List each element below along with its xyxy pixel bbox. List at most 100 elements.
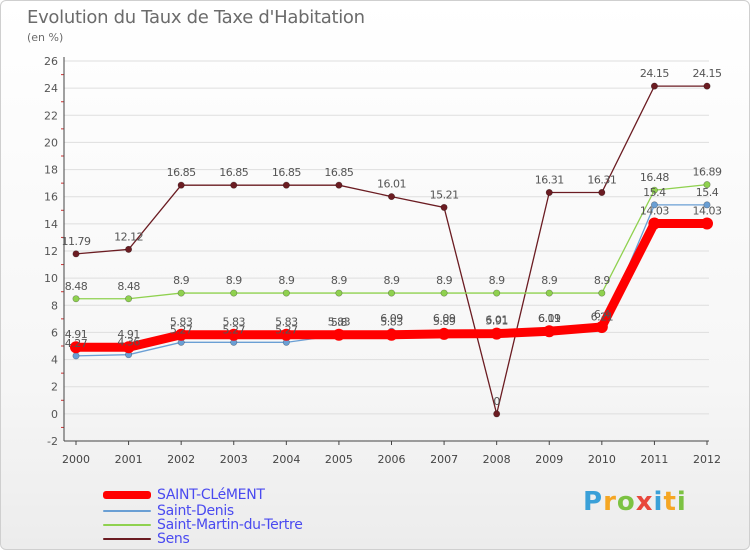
legend-swatch [103,491,151,499]
series-line [75,85,707,415]
data-point [282,289,290,297]
legend-item-saint-denis: Saint-Denis [103,503,234,519]
data-label: 8.9 [436,274,452,287]
legend-item-sens: Sens [103,531,190,547]
data-point [650,201,658,209]
data-point [282,181,290,189]
data-label: 8.9 [594,274,610,287]
data-label: 4.36 [117,336,140,349]
data-label: 12.12 [114,230,143,243]
data-label: 8.9 [384,274,400,287]
chart-subtitle: (en %) [27,31,64,44]
data-labels: 11.79 12.12 16.85 16.85 16.85 16.85 16.01 15.21… [62,67,723,408]
y-tick-label: 8 [51,299,58,312]
data-label: 11.79 [62,235,91,248]
x-tick-label: 2009 [535,453,563,466]
logo-letter: o [616,487,636,517]
data-point [177,289,185,297]
x-tick-label: 2008 [483,453,511,466]
x-tick-label: 2005 [325,453,353,466]
data-label: 6.09 [538,312,561,325]
y-tick-label: 6 [51,326,58,339]
data-point [335,289,343,297]
data-point [701,217,713,230]
data-label: 5.27 [223,323,246,336]
y-tick-label: -2 [47,435,58,448]
data-label: 8.9 [541,274,557,287]
data-point [72,250,80,258]
chart-title: Evolution du Taux de Taxe d'Habitation [27,7,365,28]
data-label: 6.21 [591,311,614,324]
y-tick-label: 16 [44,191,58,204]
data-point [72,352,80,360]
data-point [387,193,395,201]
y-tick-label: 4 [51,354,58,367]
data-label: 5.83 [328,316,351,329]
data-label: 6.09 [380,312,403,325]
data-label: 15.21 [430,188,459,201]
data-point [175,328,188,341]
data-label: 8.9 [489,274,505,287]
x-tick-label: 2010 [588,453,616,466]
data-point [598,289,606,297]
data-label: 16.31 [535,174,564,187]
y-tick-label: 10 [44,272,58,285]
data-point [230,181,238,189]
x-tick-label: 2001 [115,453,143,466]
data-point [650,82,658,90]
x-tick-label: 2012 [693,453,721,466]
proxiti-logo: Proxiti [583,487,687,517]
data-label: 6.11 [538,312,561,325]
data-label: 4.91 [117,328,140,341]
logo-letter: i [676,487,687,517]
data-label: 14.03 [640,204,669,217]
x-tick-label: 2004 [272,453,300,466]
grid-lines [64,60,709,442]
data-point [543,325,556,338]
y-tick-label: 12 [44,245,58,258]
data-point [387,289,395,297]
data-point [545,189,553,197]
data-label: 4.91 [65,328,88,341]
data-label: 16.01 [377,178,406,191]
data-point [335,181,343,189]
data-label: 24.15 [693,67,722,80]
data-point [703,201,711,209]
data-label: 16.85 [167,166,196,179]
data-label: 6.09 [433,312,456,325]
legend-swatch [103,538,151,540]
data-label: 24.15 [640,67,669,80]
data-label: 5.91 [485,315,508,328]
legend-item-saint-martin-du-tertre: Saint-Martin-du-Tertre [103,517,303,533]
y-tick-label: 20 [44,136,58,149]
data-label: 5.83 [380,316,403,329]
data-label: 16.48 [640,171,669,184]
data-point [490,327,503,340]
series-lines [70,82,713,418]
data-label: 5.83 [275,316,298,329]
data-point [125,295,133,303]
y-tick-label: 2 [51,381,58,394]
legend-label: Saint-Denis [157,503,234,519]
data-label: 8.9 [173,274,189,287]
legend-label: Sens [157,531,190,547]
data-label: 8.9 [278,274,294,287]
legend-swatch [103,524,151,526]
data-label: 16.85 [219,166,248,179]
y-tick-label: 22 [44,109,58,122]
data-label: 8.9 [331,274,347,287]
logo-letter: P [583,487,604,517]
data-point [125,245,133,253]
data-label: 5.89 [433,315,456,328]
data-point [440,289,448,297]
data-label: 14.03 [693,204,722,217]
x-tick-label: 2006 [378,453,406,466]
data-point [703,82,711,90]
data-label: 4.27 [65,337,88,350]
data-point [332,328,345,341]
data-point [493,289,501,297]
data-point [440,203,448,211]
